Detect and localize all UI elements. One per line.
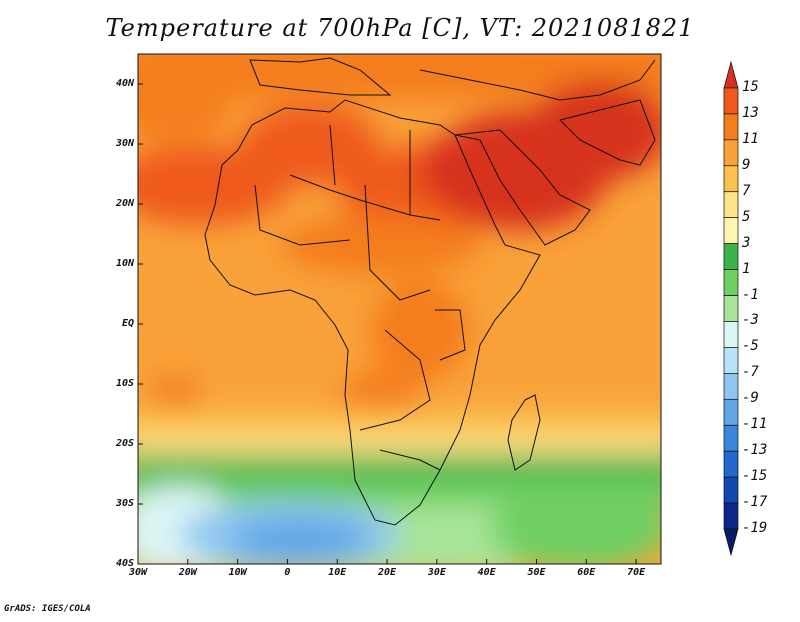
- colorbar-swatch: [723, 60, 739, 89]
- colorbar-level-label: 5: [742, 208, 751, 225]
- axis-ticks: [137, 83, 637, 565]
- colorbar-level-label: 1: [742, 260, 751, 277]
- lat-tick-label: 40N: [115, 78, 134, 89]
- lon-tick-label: 30E: [427, 567, 446, 578]
- colorbar-swatch: [723, 373, 739, 400]
- colorbar-level-label: -3: [742, 312, 759, 329]
- lon-tick-label: 10W: [228, 567, 247, 578]
- colorbar-level-label: 7: [742, 182, 751, 199]
- lon-tick-label: 40E: [477, 567, 496, 578]
- lat-tick-label: 10S: [115, 378, 134, 389]
- lon-tick-label: 60E: [577, 567, 596, 578]
- colorbar-swatch: [723, 528, 739, 557]
- colorbar-swatch: [723, 424, 739, 452]
- colorbar-level-label: -1: [742, 286, 759, 303]
- lat-tick-label: 30N: [115, 138, 134, 149]
- lat-tick-label: 30S: [115, 498, 134, 509]
- lon-tick-label: 50E: [527, 567, 546, 578]
- colorbar-swatch: [723, 243, 739, 270]
- lat-tick-label: 40S: [115, 558, 134, 569]
- colorbar-swatch: [723, 347, 739, 374]
- lat-tick-label: EQ: [121, 318, 134, 329]
- lon-tick-label: 70E: [627, 567, 646, 578]
- colorbar-swatch: [723, 191, 739, 219]
- colorbar-level-label: 15: [742, 78, 759, 95]
- colorbar-level-label: -15: [742, 468, 768, 485]
- colorbar-level-label: 9: [742, 156, 751, 173]
- colorbar-level-label: 11: [742, 130, 759, 147]
- colorbar-swatch: [723, 398, 739, 426]
- colorbar-swatch: [723, 450, 739, 478]
- colorbar-level-label: -13: [742, 442, 768, 459]
- lat-tick-label: 20N: [115, 198, 134, 209]
- coastlines: [204, 57, 656, 526]
- lon-tick-label: 10E: [328, 567, 347, 578]
- colorbar-level-label: -5: [742, 338, 759, 355]
- colorbar-swatch: [723, 165, 739, 193]
- colorbar-level-label: -17: [742, 494, 768, 511]
- colorbar-swatch: [723, 295, 739, 322]
- colorbar-level-label: -9: [742, 390, 759, 407]
- plot-frame: [137, 53, 662, 565]
- lon-tick-label: 20E: [378, 567, 397, 578]
- colorbar-swatch: [723, 476, 739, 504]
- lat-tick-label: 10N: [115, 258, 134, 269]
- colorbar-swatch: [723, 217, 739, 244]
- colorbar-level-label: -19: [742, 520, 768, 537]
- colorbar-level-label: 3: [742, 234, 751, 251]
- colorbar-swatch: [723, 113, 739, 141]
- temperature-field: [138, 54, 661, 564]
- credit-text: GrADS: IGES/COLA: [4, 604, 91, 614]
- colorbar-swatch: [723, 502, 739, 530]
- colorbar-swatch: [723, 269, 739, 296]
- map-title: Temperature at 700hPa [C], VT: 202108182…: [105, 14, 695, 42]
- lat-tick-label: 20S: [115, 438, 134, 449]
- lon-tick-label: 0: [284, 567, 291, 578]
- colorbar-swatch: [723, 139, 739, 167]
- lon-tick-label: 30W: [128, 567, 148, 578]
- colorbar-swatch: [723, 321, 739, 348]
- colorbar: [723, 60, 739, 557]
- lon-tick-label: 20W: [178, 567, 197, 578]
- colorbar-level-label: 13: [742, 104, 759, 121]
- colorbar-level-label: -7: [742, 364, 759, 381]
- colorbar-level-label: -11: [742, 416, 768, 433]
- colorbar-swatch: [723, 87, 739, 115]
